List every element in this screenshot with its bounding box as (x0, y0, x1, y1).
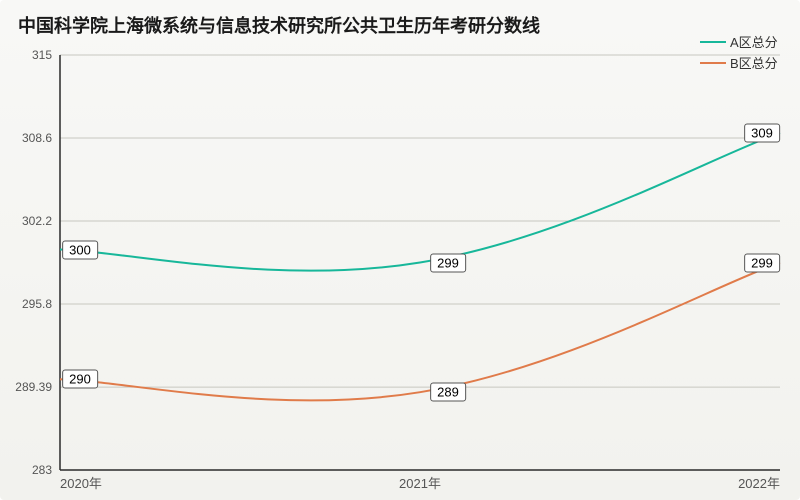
y-tick-label: 283 (32, 463, 52, 477)
series-line (60, 263, 780, 401)
chart-container: 中国科学院上海微系统与信息技术研究所公共卫生历年考研分数线 A区总分 B区总分 … (0, 0, 800, 500)
y-tick-label: 302.2 (22, 214, 52, 228)
y-tick-label: 295.8 (22, 297, 52, 311)
chart-svg: 283 289.39 295.8 302.2 308.6 315 2020年 2021年 202… (0, 0, 800, 500)
data-point-label: 290 (62, 370, 98, 389)
data-point-label: 289 (430, 383, 466, 402)
x-tick-label: 2022年 (738, 476, 780, 491)
y-tick-label: 308.6 (22, 131, 52, 145)
data-point-label: 299 (430, 253, 466, 272)
y-tick-label: 315 (32, 48, 52, 62)
x-tick-label: 2021年 (399, 476, 441, 491)
data-point-label: 300 (62, 240, 98, 259)
data-point-label: 309 (744, 123, 780, 142)
y-tick-label: 289.39 (15, 380, 52, 394)
x-tick-label: 2020年 (60, 476, 102, 491)
data-point-label: 299 (744, 253, 780, 272)
series-line (60, 133, 780, 271)
